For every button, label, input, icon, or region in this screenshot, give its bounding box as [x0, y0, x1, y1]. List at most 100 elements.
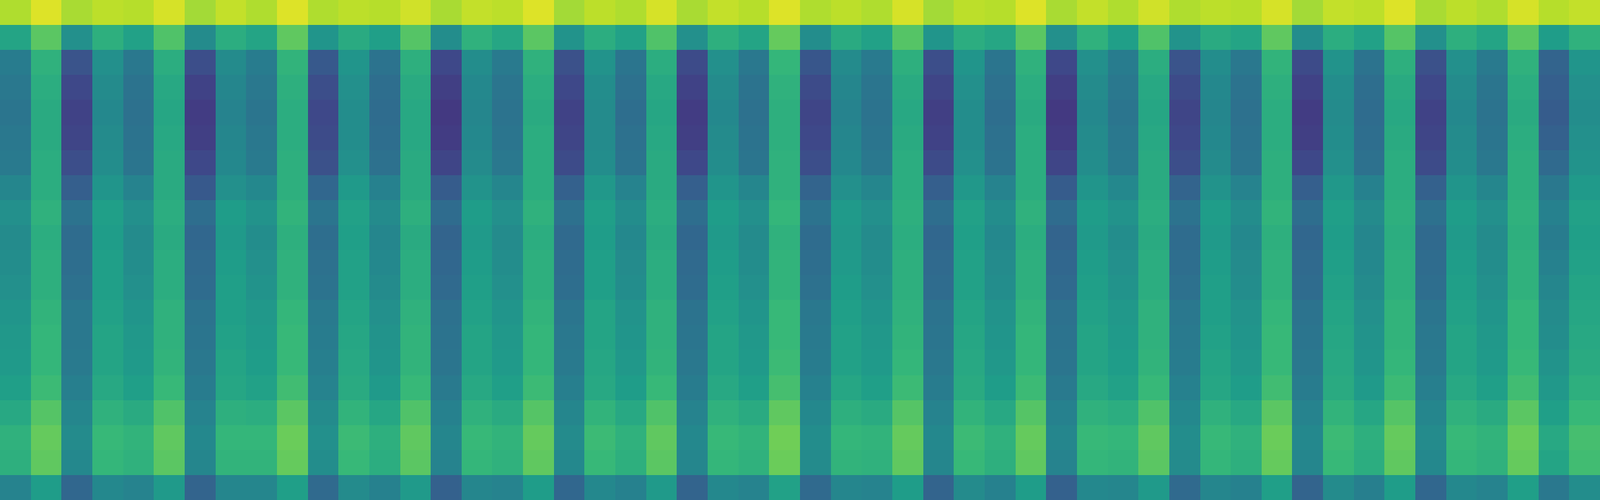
- heatmap-cell: [1507, 250, 1540, 276]
- heatmap-cell: [892, 200, 925, 226]
- heatmap-cell: [277, 74, 309, 101]
- heatmap-cell: [31, 299, 63, 326]
- heatmap-cell: [153, 274, 186, 301]
- heatmap-cell: [646, 400, 678, 426]
- heatmap-cell: [369, 74, 402, 101]
- heatmap-cell: [1291, 274, 1324, 301]
- heatmap-cell: [1538, 175, 1570, 201]
- heatmap-cell: [554, 175, 586, 201]
- heatmap-cell: [1322, 274, 1355, 301]
- heatmap-cell: [584, 49, 617, 76]
- heatmap-cell: [1476, 150, 1509, 176]
- heatmap-cell: [92, 274, 125, 301]
- heatmap-cell: [1568, 299, 1600, 326]
- heatmap-cell: [400, 99, 432, 127]
- heatmap-cell: [92, 450, 125, 476]
- heatmap-cell: [1476, 225, 1509, 251]
- heatmap-cell: [923, 200, 955, 226]
- heatmap-cell: [153, 150, 186, 176]
- heatmap-cell: [1476, 175, 1509, 201]
- heatmap-cell: [646, 99, 678, 127]
- heatmap-cell: [215, 225, 247, 251]
- heatmap-cell: [768, 324, 801, 351]
- heatmap-cell: [1138, 250, 1171, 276]
- heatmap-cell: [984, 0, 1017, 26]
- heatmap-cell: [1108, 324, 1140, 351]
- heatmap-cell: [0, 425, 32, 451]
- heatmap-cell: [615, 425, 648, 451]
- heatmap-cell: [615, 200, 648, 226]
- heatmap-cell: [430, 425, 463, 451]
- heatmap-cell: [1568, 349, 1600, 377]
- heatmap-cell: [646, 74, 678, 101]
- heatmap-cell: [554, 49, 586, 76]
- heatmap-cell: [1446, 450, 1478, 476]
- heatmap-cell: [245, 274, 278, 301]
- heatmap-cell: [923, 24, 955, 51]
- heatmap-cell: [615, 349, 648, 377]
- heatmap-cell: [308, 349, 340, 377]
- heatmap-cell: [277, 125, 309, 151]
- heatmap-cell: [1200, 425, 1232, 451]
- heatmap-cell: [92, 150, 125, 176]
- heatmap-cell: [615, 475, 648, 500]
- heatmap-cell: [953, 125, 986, 151]
- heatmap-cell: [430, 324, 463, 351]
- heatmap-cell: [554, 400, 586, 426]
- heatmap-cell: [1538, 299, 1570, 326]
- heatmap-cell: [184, 125, 217, 151]
- heatmap-cell: [1077, 74, 1109, 101]
- heatmap-cell: [1230, 425, 1263, 451]
- heatmap-cell: [1568, 175, 1600, 201]
- heatmap-cell: [215, 250, 247, 276]
- heatmap-cell: [1415, 425, 1448, 451]
- heatmap-cell: [369, 400, 402, 426]
- heatmap-cell: [584, 450, 617, 476]
- heatmap-cell: [184, 475, 217, 500]
- heatmap-cell: [1261, 24, 1293, 51]
- heatmap-cell: [1169, 425, 1202, 451]
- heatmap-cell: [831, 250, 863, 276]
- heatmap-cell: [153, 225, 186, 251]
- heatmap-cell: [245, 375, 278, 402]
- heatmap-cell: [953, 175, 986, 201]
- heatmap-cell: [31, 24, 63, 51]
- heatmap-cell: [1446, 425, 1478, 451]
- heatmap-cell: [430, 250, 463, 276]
- heatmap-cell: [1230, 125, 1263, 151]
- heatmap-cell: [768, 349, 801, 377]
- heatmap-cell: [1108, 450, 1140, 476]
- heatmap-cell: [892, 274, 925, 301]
- heatmap-cell: [554, 324, 586, 351]
- heatmap-cell: [1045, 250, 1078, 276]
- heatmap-cell: [861, 74, 894, 101]
- heatmap-cell: [1384, 324, 1417, 351]
- heatmap-cell: [184, 175, 217, 201]
- heatmap-cell: [1077, 299, 1109, 326]
- heatmap-cell: [308, 24, 340, 51]
- heatmap-cell: [153, 24, 186, 51]
- heatmap-cell: [768, 400, 801, 426]
- heatmap-cell: [1108, 24, 1140, 51]
- heatmap-cell: [923, 324, 955, 351]
- heatmap-cell: [831, 450, 863, 476]
- heatmap-cell: [554, 0, 586, 26]
- heatmap-cell: [1476, 375, 1509, 402]
- heatmap-cell: [461, 0, 493, 26]
- heatmap-cell: [1108, 400, 1140, 426]
- heatmap-cell: [1169, 125, 1202, 151]
- heatmap-cell: [522, 324, 555, 351]
- heatmap-cell: [123, 349, 155, 377]
- heatmap-cell: [491, 49, 524, 76]
- heatmap-cell: [1015, 99, 1047, 127]
- heatmap-cell: [400, 299, 432, 326]
- heatmap-cell: [800, 99, 832, 127]
- heatmap-cell: [369, 375, 402, 402]
- heatmap-cell: [123, 0, 155, 26]
- heatmap-cell: [92, 99, 125, 127]
- heatmap-cell: [953, 225, 986, 251]
- heatmap-cell: [0, 200, 32, 226]
- heatmap-cell: [430, 24, 463, 51]
- heatmap-cell: [1169, 450, 1202, 476]
- heatmap-cell: [92, 299, 125, 326]
